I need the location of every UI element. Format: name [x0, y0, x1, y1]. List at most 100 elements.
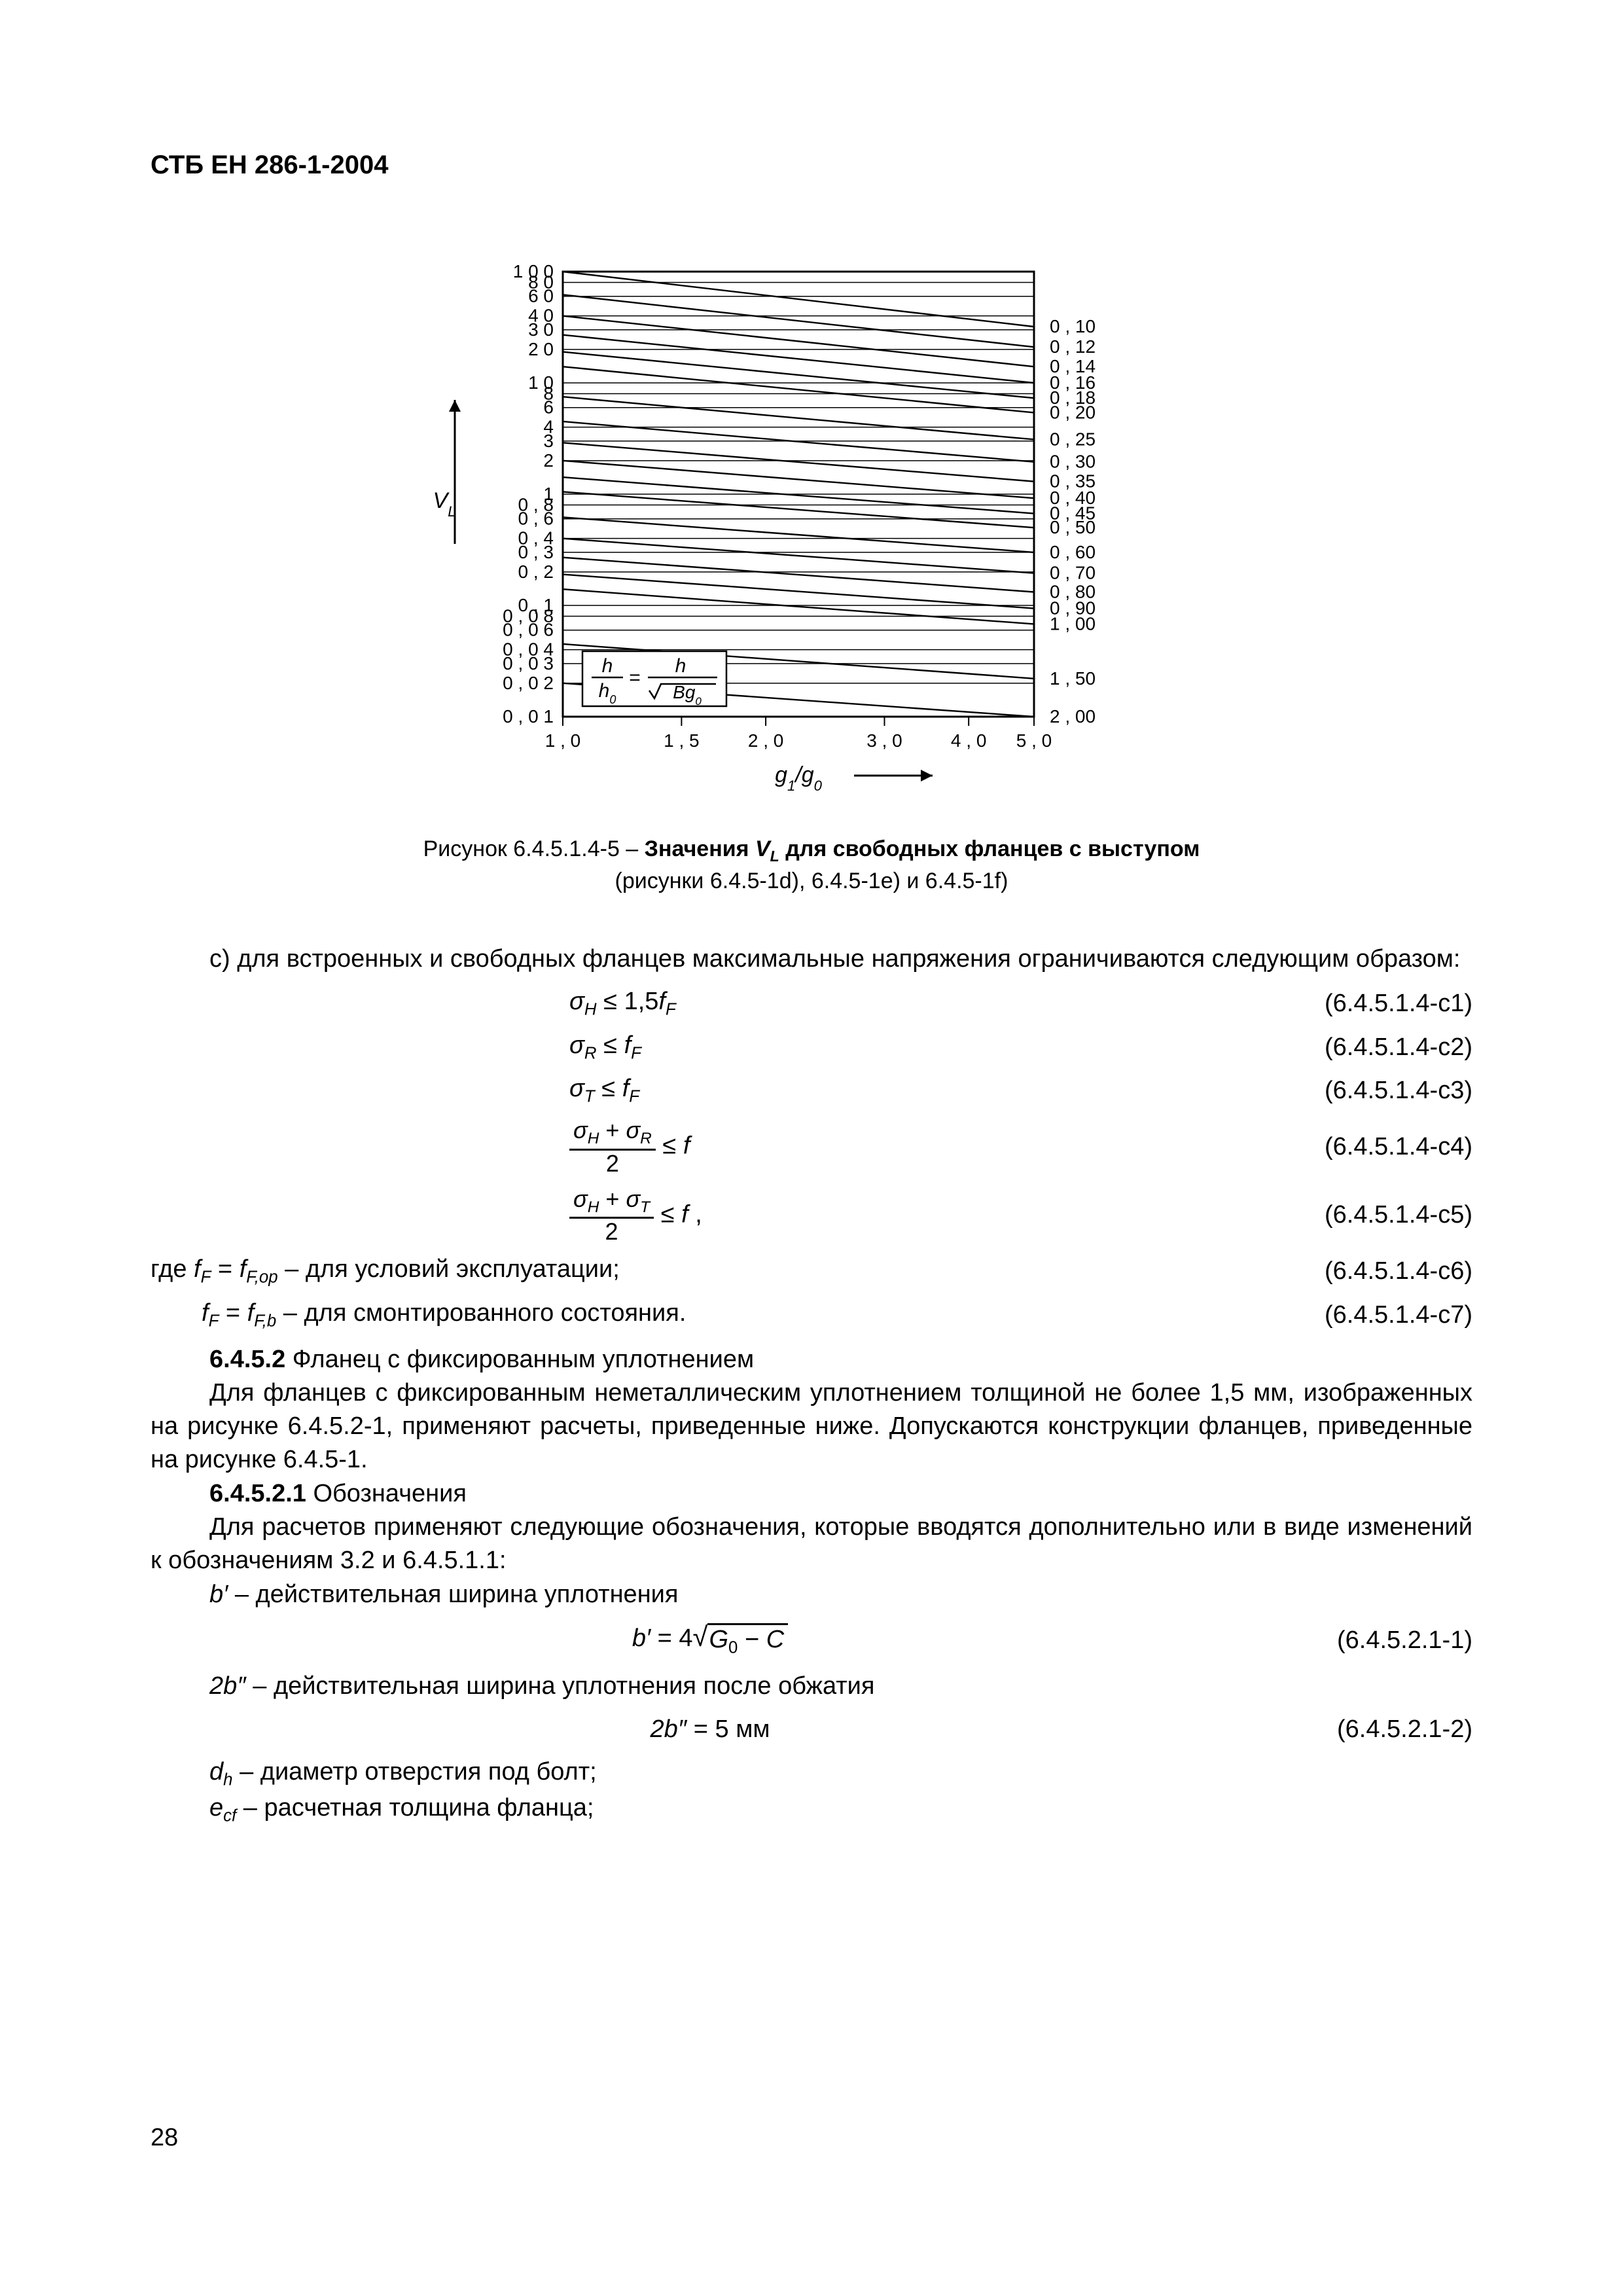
svg-text:1 , 0: 1 , 0 — [545, 730, 580, 751]
eq1-rada: G — [709, 1626, 728, 1653]
page-number: 28 — [151, 2124, 178, 2152]
def-dh-sym: d — [209, 1758, 223, 1785]
svg-text:1 , 5: 1 , 5 — [664, 730, 699, 751]
eq-64521-2: 2b″ = 5 мм (6.4.5.2.1-2) — [151, 1715, 1472, 1744]
caption-var-sub: L — [770, 848, 779, 865]
svg-text:0 , 1: 0 , 1 — [518, 595, 554, 615]
section-6452-heading: 6.4.5.2 Фланец с фиксированным уплотнени… — [151, 1343, 1472, 1376]
svg-text:2: 2 — [543, 450, 554, 471]
eq-c5-num: (6.4.5.1.4-с5) — [1270, 1201, 1472, 1229]
eq1-radb: C — [766, 1626, 784, 1653]
eq-c6-ls: F — [201, 1268, 211, 1287]
eq-c2-lvar: σ — [569, 1031, 584, 1059]
eq-c4-num: (6.4.5.1.4-с4) — [1270, 1133, 1472, 1161]
eq-c2-num: (6.4.5.1.4-с2) — [1270, 1033, 1472, 1062]
svg-text:1 , 00: 1 , 00 — [1050, 613, 1096, 634]
sec-6452-title: Фланец с фиксированным уплотнением — [285, 1346, 754, 1373]
svg-text:1 0: 1 0 — [528, 372, 554, 393]
svg-text:0 , 60: 0 , 60 — [1050, 542, 1096, 562]
eq-c7: fF = fF,b – для смонтированного состояни… — [151, 1299, 1472, 1331]
section-64521-heading: 6.4.5.2.1 Обозначения — [151, 1477, 1472, 1511]
eq-c6-num: (6.4.5.1.4-с6) — [1270, 1257, 1472, 1285]
svg-text:0 , 50: 0 , 50 — [1050, 517, 1096, 537]
eq-c5-frac: σH + σT 2 — [569, 1187, 654, 1244]
svg-text:h: h — [675, 655, 687, 677]
caption-var: V — [755, 836, 770, 861]
def-bprime: b′ – действительная ширина уплотнения — [151, 1578, 1472, 1611]
eq-c5-den: 2 — [569, 1219, 654, 1244]
def-2bpp-text: – действительная ширина уплотнения после… — [246, 1672, 875, 1700]
svg-text:VL: VL — [433, 488, 456, 520]
eq1-lhs: b′ — [632, 1624, 651, 1652]
svg-text:1 0 0: 1 0 0 — [513, 261, 554, 281]
eq-c4: σH + σR 2 ≤ f (6.4.5.1.4-с4) — [151, 1119, 1472, 1175]
eq-c3: σT ≤ fF (6.4.5.1.4-с3) — [151, 1075, 1472, 1107]
eq2-lhs: 2b″ — [651, 1715, 687, 1743]
def-ecf-text: – расчетная толщина фланца; — [236, 1794, 594, 1821]
eq-c4-nl: σ — [573, 1117, 588, 1143]
svg-text:2 , 0: 2 , 0 — [748, 730, 783, 751]
text-c-intro: c) для встроенных и свободных фланцев ма… — [151, 942, 1472, 976]
eq-c2-rsub: F — [631, 1044, 641, 1062]
eq-c1-num: (6.4.5.1.4-с1) — [1270, 990, 1472, 1018]
svg-text:0 , 0 1: 0 , 0 1 — [503, 706, 554, 726]
eq-c6-eq: = — [211, 1255, 239, 1283]
eq-c6: где fF = fF,op – для условий эксплуатаци… — [151, 1255, 1472, 1287]
svg-text:0 , 25: 0 , 25 — [1050, 429, 1096, 449]
eq1-radop: − — [738, 1626, 766, 1653]
eq-c4-nr: σ — [626, 1117, 640, 1143]
eq-c2-op: ≤ — [603, 1031, 617, 1059]
eq-c5-plus: + — [605, 1185, 619, 1212]
eq-c5-nr: σ — [626, 1185, 640, 1212]
svg-text:g1/g0: g1/g0 — [775, 762, 823, 794]
document-header: СТБ ЕН 286-1-2004 — [151, 151, 1472, 180]
caption-prefix: Рисунок 6.4.5.1.4-5 – — [423, 836, 645, 861]
eq-c1-coef: 1,5 — [624, 988, 659, 1015]
svg-text:0 , 0 2: 0 , 0 2 — [503, 673, 554, 693]
eq-c6-rs: F,op — [246, 1268, 277, 1287]
eq-c7-lv: f — [202, 1299, 209, 1327]
svg-text:2 0: 2 0 — [528, 339, 554, 359]
caption-line2: (рисунки 6.4.5-1d), 6.4.5-1e) и 6.4.5-1f… — [615, 869, 1008, 893]
svg-text:1 , 50: 1 , 50 — [1050, 668, 1096, 689]
def-dh-sub: h — [223, 1770, 232, 1789]
sec-6452-num: 6.4.5.2 — [209, 1346, 285, 1373]
eq-c1-rsub: F — [666, 1001, 676, 1019]
svg-text:4 , 0: 4 , 0 — [951, 730, 986, 751]
svg-text:0 , 70: 0 , 70 — [1050, 563, 1096, 583]
eq-c3-num: (6.4.5.1.4-с3) — [1270, 1077, 1472, 1105]
eq-c1: σH ≤ 1,5fF (6.4.5.1.4-с1) — [151, 988, 1472, 1020]
svg-text:3 , 0: 3 , 0 — [866, 730, 902, 751]
sec-64521-num: 6.4.5.2.1 — [209, 1480, 306, 1507]
eq-c3-lvar: σ — [569, 1075, 584, 1102]
eq-c7-tail: – для смонтированного состояния. — [276, 1299, 686, 1327]
caption-bold-2: для свободных фланцев с выступом — [779, 836, 1200, 861]
def-dh: dh – диаметр отверстия под болт; — [151, 1755, 1472, 1791]
svg-text:0 , 30: 0 , 30 — [1050, 452, 1096, 472]
eq-c5: σH + σT 2 ≤ f , (6.4.5.1.4-с5) — [151, 1187, 1472, 1244]
def-ecf-sub: cf — [223, 1807, 236, 1825]
eq-c4-nrs: R — [640, 1130, 652, 1147]
eq-c6-tail: – для условий эксплуатации; — [278, 1255, 620, 1283]
eq-c4-frac: σH + σR 2 — [569, 1119, 656, 1175]
eq-c3-lsub: T — [584, 1088, 595, 1106]
def-bprime-text: – действительная ширина уплотнения — [228, 1581, 678, 1608]
eq2-eq: = — [687, 1715, 715, 1743]
eq-c1-lsub: H — [584, 1001, 597, 1019]
eq-c4-nls: H — [588, 1130, 599, 1147]
svg-text:0 , 0 4: 0 , 0 4 — [503, 639, 554, 660]
svg-text:0 , 4: 0 , 4 — [518, 528, 554, 548]
eq1-coef: 4 — [679, 1624, 692, 1652]
eq-c6-rv: f — [240, 1255, 247, 1283]
eq-c2-lsub: R — [584, 1044, 597, 1062]
eq-c5-nrs: T — [640, 1198, 650, 1216]
vl-chart: 0 , 0 10 , 0 20 , 0 30 , 0 40 , 0 60 , 0… — [425, 252, 1198, 802]
eq2-rhs: 5 мм — [715, 1715, 770, 1743]
eq-c5-tail: , — [688, 1200, 702, 1228]
eq-c5-rhs: f — [681, 1200, 688, 1228]
eq-c4-den: 2 — [569, 1151, 656, 1175]
svg-text:4: 4 — [543, 417, 554, 437]
eq-c2: σR ≤ fF (6.4.5.1.4-с2) — [151, 1031, 1472, 1064]
def-2bpp-sym: 2b″ — [209, 1672, 246, 1700]
eq-c5-nls: H — [588, 1198, 599, 1216]
